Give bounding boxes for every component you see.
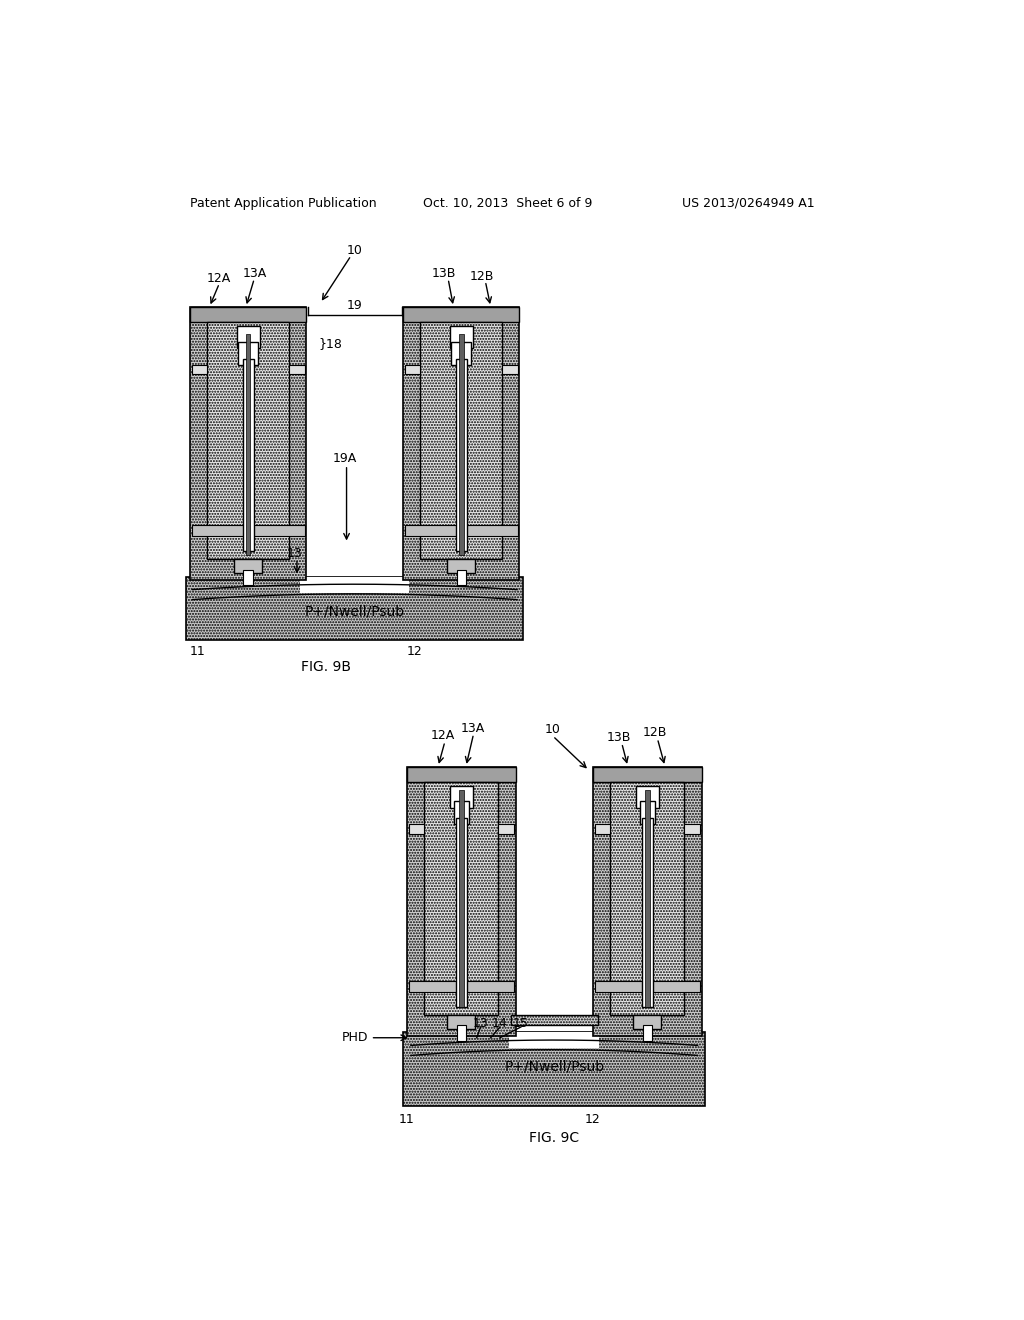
Bar xyxy=(409,825,424,834)
Bar xyxy=(420,322,503,558)
Text: 13: 13 xyxy=(287,546,302,560)
Bar xyxy=(450,326,473,348)
Text: }18: }18 xyxy=(318,338,342,351)
Text: 13A: 13A xyxy=(461,722,485,735)
Bar xyxy=(593,767,701,1036)
Text: 15: 15 xyxy=(513,1016,528,1030)
Text: 11: 11 xyxy=(399,1113,415,1126)
Text: 12: 12 xyxy=(585,1113,601,1126)
Text: 12A: 12A xyxy=(207,272,230,285)
Bar xyxy=(595,825,610,834)
Bar xyxy=(403,1032,706,1106)
Bar xyxy=(447,1015,475,1028)
Bar xyxy=(684,825,700,834)
Text: 13B: 13B xyxy=(431,267,456,280)
Bar xyxy=(190,308,306,581)
Bar xyxy=(454,801,469,825)
Bar xyxy=(300,577,410,594)
Bar xyxy=(447,558,475,573)
Bar xyxy=(595,981,700,991)
Bar xyxy=(190,308,306,322)
Text: US 2013/0264949 A1: US 2013/0264949 A1 xyxy=(682,197,814,210)
Bar xyxy=(244,570,253,585)
Bar xyxy=(511,1015,598,1026)
Text: 10: 10 xyxy=(545,723,560,737)
Text: 13B: 13B xyxy=(607,731,632,744)
Bar xyxy=(424,781,499,1015)
Bar xyxy=(409,981,514,991)
Bar xyxy=(459,789,464,1007)
Text: 12A: 12A xyxy=(430,730,455,742)
Text: 12: 12 xyxy=(407,644,423,657)
Text: 13A: 13A xyxy=(243,267,267,280)
Bar xyxy=(456,818,467,1007)
Text: P+/Nwell/Psub: P+/Nwell/Psub xyxy=(304,605,404,618)
Bar xyxy=(457,1026,466,1040)
Text: 19: 19 xyxy=(347,298,362,312)
Bar xyxy=(404,525,518,536)
Bar xyxy=(246,334,251,554)
Bar xyxy=(243,359,254,552)
Text: Oct. 10, 2013  Sheet 6 of 9: Oct. 10, 2013 Sheet 6 of 9 xyxy=(423,197,593,210)
Bar xyxy=(645,789,649,1007)
Bar xyxy=(191,364,207,374)
Bar xyxy=(452,342,471,364)
Text: 13: 13 xyxy=(473,1016,488,1030)
Bar xyxy=(403,308,519,581)
Text: 12B: 12B xyxy=(469,269,494,282)
Text: FIG. 9B: FIG. 9B xyxy=(301,660,350,673)
Bar xyxy=(509,1032,599,1048)
Bar xyxy=(456,359,467,552)
Text: Patent Application Publication: Patent Application Publication xyxy=(189,197,376,210)
Bar xyxy=(640,801,655,825)
Text: 12B: 12B xyxy=(643,726,668,739)
Bar xyxy=(407,767,515,781)
Bar xyxy=(234,558,262,573)
Bar xyxy=(636,785,658,808)
Bar xyxy=(593,767,701,781)
Text: 11: 11 xyxy=(189,644,206,657)
Bar xyxy=(207,322,289,558)
Text: 14: 14 xyxy=(493,1016,508,1030)
Bar xyxy=(450,785,473,808)
Bar xyxy=(610,781,684,1015)
Bar xyxy=(457,570,466,585)
Text: 10: 10 xyxy=(346,244,362,257)
Text: FIG. 9C: FIG. 9C xyxy=(529,1131,580,1144)
Bar xyxy=(642,818,652,1007)
Bar xyxy=(186,577,523,640)
Bar xyxy=(289,364,305,374)
Bar xyxy=(407,767,515,1036)
Text: PHD: PHD xyxy=(342,1031,369,1044)
Text: P+/Nwell/Psub: P+/Nwell/Psub xyxy=(504,1060,604,1074)
Bar xyxy=(503,364,518,374)
Bar xyxy=(643,1026,652,1040)
Bar xyxy=(238,342,258,364)
Bar xyxy=(633,1015,662,1028)
Bar xyxy=(404,364,420,374)
Text: 19A: 19A xyxy=(333,453,357,465)
Bar xyxy=(499,825,514,834)
Bar xyxy=(459,334,464,554)
Bar xyxy=(191,525,305,536)
Bar xyxy=(403,308,519,322)
Bar xyxy=(237,326,260,348)
